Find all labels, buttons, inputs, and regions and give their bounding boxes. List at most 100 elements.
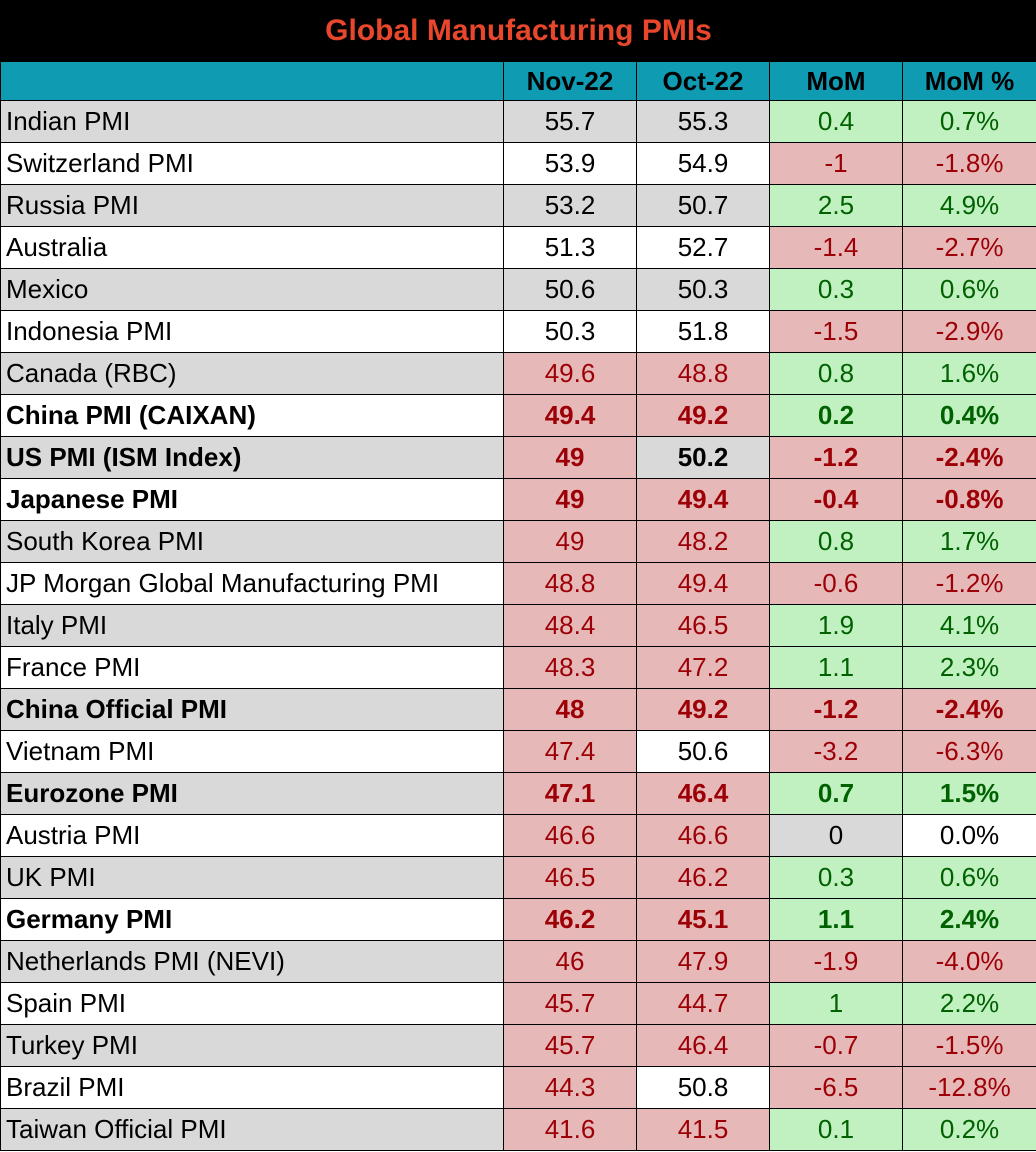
header-nov: Nov-22 — [503, 61, 637, 101]
row-mom-pct-cell: 4.1% — [901, 604, 1036, 647]
row-name-cell: Italy PMI — [0, 604, 504, 647]
row-oct-cell: 48.8 — [636, 352, 770, 395]
row-oct-cell: 45.1 — [636, 898, 770, 941]
row-mom-cell: -0.6 — [769, 562, 903, 605]
table-body: Indian PMI 55.7 55.3 0.4 0.7% Switzerland PMI… — [0, 100, 1036, 1151]
table-row: Taiwan Official PMI 41.6 41.5 0.1 0.2% — [0, 1108, 1036, 1151]
row-mom-pct-cell: -2.4% — [901, 688, 1036, 731]
row-oct-cell: 50.8 — [636, 1066, 770, 1109]
row-oct-cell: 46.6 — [636, 814, 770, 857]
row-mom-cell: 1.9 — [769, 604, 903, 647]
row-mom-pct-cell: 0.6% — [901, 856, 1036, 899]
table-row: Mexico 50.6 50.3 0.3 0.6% — [0, 268, 1036, 311]
row-mom-cell: 0.3 — [769, 856, 903, 899]
row-name-cell: UK PMI — [0, 856, 504, 899]
row-mom-pct-cell: -1.8% — [901, 142, 1036, 185]
row-oct-cell: 46.4 — [636, 772, 770, 815]
row-name-cell: JP Morgan Global Manufacturing PMI — [0, 562, 504, 605]
row-oct-cell: 49.2 — [636, 394, 770, 437]
row-mom-pct-cell: 0.7% — [901, 100, 1036, 143]
header-mom-pct: MoM % — [901, 61, 1036, 101]
table-row: Germany PMI 46.2 45.1 1.1 2.4% — [0, 898, 1036, 941]
row-mom-cell: -3.2 — [769, 730, 903, 773]
row-mom-cell: -0.4 — [769, 478, 903, 521]
row-oct-cell: 47.2 — [636, 646, 770, 689]
table-row: Canada (RBC) 49.6 48.8 0.8 1.6% — [0, 352, 1036, 395]
row-name-cell: Eurozone PMI — [0, 772, 504, 815]
row-name-cell: Taiwan Official PMI — [0, 1108, 504, 1151]
table-row: Italy PMI 48.4 46.5 1.9 4.1% — [0, 604, 1036, 647]
row-mom-cell: -0.7 — [769, 1024, 903, 1067]
row-nov-cell: 49.4 — [503, 394, 637, 437]
row-mom-pct-cell: 4.9% — [901, 184, 1036, 227]
row-nov-cell: 49.6 — [503, 352, 637, 395]
row-mom-cell: -1 — [769, 142, 903, 185]
row-name-cell: Spain PMI — [0, 982, 504, 1025]
row-name-cell: Brazil PMI — [0, 1066, 504, 1109]
row-nov-cell: 46.5 — [503, 856, 637, 899]
row-name-cell: Japanese PMI — [0, 478, 504, 521]
header-oct: Oct-22 — [636, 61, 770, 101]
table-row: Netherlands PMI (NEVI) 46 47.9 -1.9 -4.0% — [0, 940, 1036, 983]
row-oct-cell: 50.6 — [636, 730, 770, 773]
table-row: China Official PMI 48 49.2 -1.2 -2.4% — [0, 688, 1036, 731]
row-nov-cell: 51.3 — [503, 226, 637, 269]
row-mom-pct-cell: 0.4% — [901, 394, 1036, 437]
row-name-cell: Russia PMI — [0, 184, 504, 227]
row-mom-cell: 1.1 — [769, 898, 903, 941]
row-nov-cell: 41.6 — [503, 1108, 637, 1151]
row-mom-cell: -1.2 — [769, 436, 903, 479]
row-nov-cell: 55.7 — [503, 100, 637, 143]
row-mom-cell: 0.1 — [769, 1108, 903, 1151]
table-row: Brazil PMI 44.3 50.8 -6.5 -12.8% — [0, 1066, 1036, 1109]
row-mom-pct-cell: -12.8% — [901, 1066, 1036, 1109]
row-name-cell: Mexico — [0, 268, 504, 311]
row-mom-pct-cell: 0.6% — [901, 268, 1036, 311]
row-mom-pct-cell: 1.5% — [901, 772, 1036, 815]
table-title: Global Manufacturing PMIs — [0, 0, 1036, 62]
row-name-cell: Netherlands PMI (NEVI) — [0, 940, 504, 983]
table-row: Eurozone PMI 47.1 46.4 0.7 1.5% — [0, 772, 1036, 815]
row-nov-cell: 48.4 — [503, 604, 637, 647]
table-row: Indian PMI 55.7 55.3 0.4 0.7% — [0, 100, 1036, 143]
row-mom-cell: 0.7 — [769, 772, 903, 815]
row-mom-pct-cell: 2.2% — [901, 982, 1036, 1025]
row-name-cell: Canada (RBC) — [0, 352, 504, 395]
row-nov-cell: 49 — [503, 436, 637, 479]
row-name-cell: France PMI — [0, 646, 504, 689]
row-nov-cell: 48.8 — [503, 562, 637, 605]
row-nov-cell: 48.3 — [503, 646, 637, 689]
row-mom-pct-cell: 2.4% — [901, 898, 1036, 941]
table-row: Turkey PMI 45.7 46.4 -0.7 -1.5% — [0, 1024, 1036, 1067]
row-mom-pct-cell: 2.3% — [901, 646, 1036, 689]
table-row: China PMI (CAIXAN) 49.4 49.2 0.2 0.4% — [0, 394, 1036, 437]
table-row: Austria PMI 46.6 46.6 0 0.0% — [0, 814, 1036, 857]
row-mom-cell: -1.9 — [769, 940, 903, 983]
header-mom: MoM — [769, 61, 903, 101]
row-mom-pct-cell: -1.2% — [901, 562, 1036, 605]
row-mom-pct-cell: 1.7% — [901, 520, 1036, 563]
row-oct-cell: 50.3 — [636, 268, 770, 311]
row-nov-cell: 45.7 — [503, 1024, 637, 1067]
row-nov-cell: 49 — [503, 520, 637, 563]
table-row: Switzerland PMI 53.9 54.9 -1 -1.8% — [0, 142, 1036, 185]
table-row: US PMI (ISM Index) 49 50.2 -1.2 -2.4% — [0, 436, 1036, 479]
row-mom-cell: 0.2 — [769, 394, 903, 437]
row-nov-cell: 50.6 — [503, 268, 637, 311]
row-mom-pct-cell: -0.8% — [901, 478, 1036, 521]
row-name-cell: Turkey PMI — [0, 1024, 504, 1067]
table-row: Indonesia PMI 50.3 51.8 -1.5 -2.9% — [0, 310, 1036, 353]
row-oct-cell: 55.3 — [636, 100, 770, 143]
row-mom-pct-cell: -2.4% — [901, 436, 1036, 479]
row-nov-cell: 46.6 — [503, 814, 637, 857]
row-oct-cell: 47.9 — [636, 940, 770, 983]
row-mom-cell: 1 — [769, 982, 903, 1025]
row-nov-cell: 53.9 — [503, 142, 637, 185]
row-oct-cell: 49.4 — [636, 478, 770, 521]
row-mom-cell: 0.3 — [769, 268, 903, 311]
table-row: Japanese PMI 49 49.4 -0.4 -0.8% — [0, 478, 1036, 521]
row-mom-cell: 2.5 — [769, 184, 903, 227]
row-mom-pct-cell: -1.5% — [901, 1024, 1036, 1067]
row-oct-cell: 46.2 — [636, 856, 770, 899]
